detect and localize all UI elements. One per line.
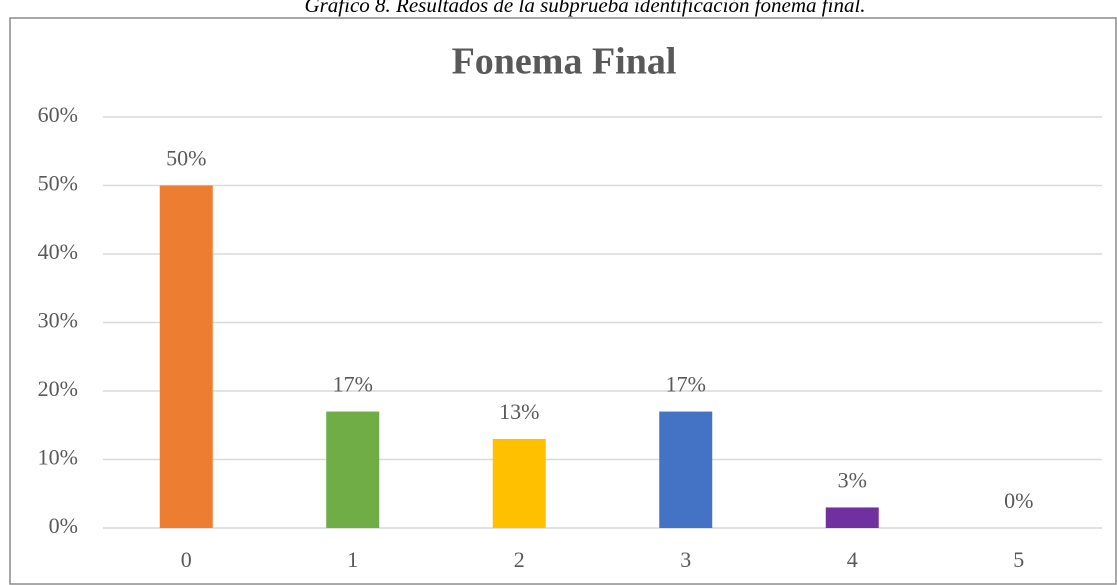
chart-title: Fonema Final (452, 41, 677, 83)
bar (659, 411, 713, 528)
x-tick-label: 2 (514, 547, 525, 572)
data-label: 3% (838, 467, 867, 492)
x-tick-label: 1 (347, 547, 358, 572)
bar (326, 411, 380, 528)
y-tick-label: 60% (38, 102, 78, 127)
caption: Gráfico 8. Resultados de la subprueba id… (304, 0, 865, 17)
data-label: 17% (333, 372, 373, 397)
data-label: 50% (166, 146, 206, 171)
x-tick-label: 0 (181, 547, 192, 572)
y-tick-label: 30% (38, 308, 78, 333)
x-tick-label: 5 (1013, 547, 1024, 572)
bar (159, 185, 213, 528)
y-tick-label: 0% (49, 513, 78, 538)
bar (492, 438, 546, 528)
y-tick-label: 10% (38, 445, 78, 470)
x-tick-label: 3 (680, 547, 691, 572)
x-tick-label: 4 (847, 547, 858, 572)
y-tick-label: 40% (38, 239, 78, 264)
y-tick-label: 20% (38, 376, 78, 401)
data-label: 0% (1004, 488, 1033, 513)
data-label: 13% (499, 399, 539, 424)
bar (825, 507, 879, 528)
data-label: 17% (666, 372, 706, 397)
y-tick-label: 50% (38, 171, 78, 196)
